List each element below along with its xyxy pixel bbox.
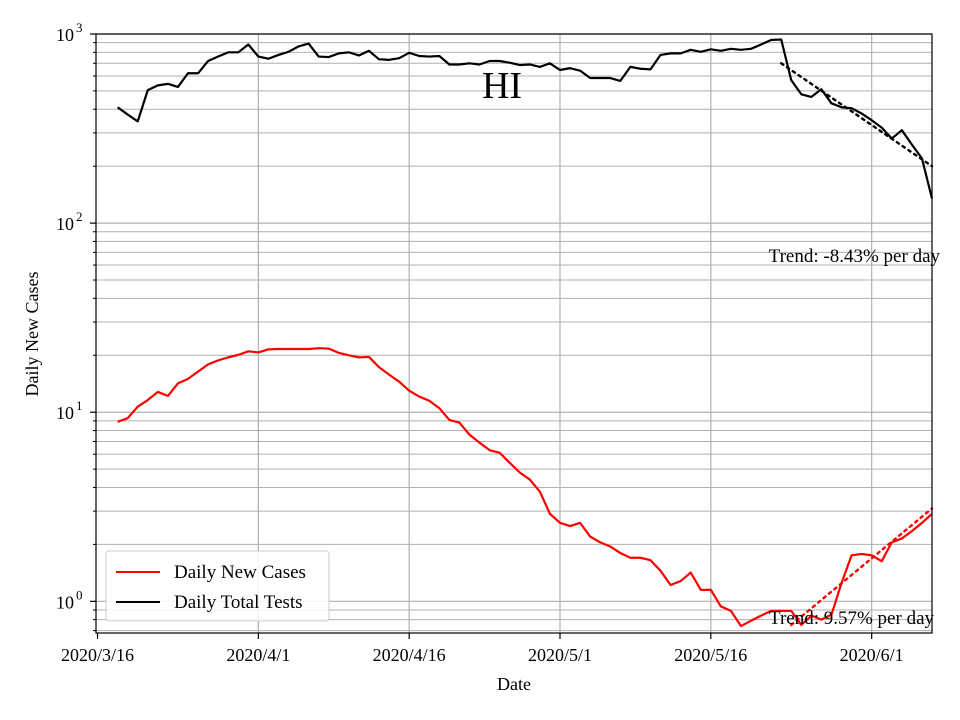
plot-frame [95,33,933,634]
legend-label-cases: Daily New Cases [174,562,306,583]
annotation-cases-trend: Trend: 9.57% per day [769,608,934,629]
x-tick-label: 2020/4/1 [226,645,290,665]
x-axis-label: Date [497,674,531,694]
y-tick-exponent: 0 [76,587,83,602]
x-tick-label: 2020/4/16 [373,645,446,665]
trend-line-tests [779,62,934,168]
legend: Daily New Cases Daily Total Tests [105,550,330,622]
y-axis-label: Daily New Cases [22,272,42,397]
x-tick-label: 2020/5/16 [674,645,747,665]
legend-box [105,550,330,622]
y-tick-label: 10 [56,25,74,45]
series-line-daily-new-cases [117,347,933,628]
y-tick-label: 10 [56,592,74,612]
legend-label-tests: Daily Total Tests [174,592,303,613]
y-tick-exponent: 3 [76,20,83,35]
y-tick-label: 10 [56,214,74,234]
chart-title: HI [482,65,522,107]
series-layer [116,38,934,628]
y-tick-exponent: 2 [76,209,83,224]
annotation-tests-trend: Trend: -8.43% per day [769,246,941,267]
series-line-daily-total-tests [116,38,934,199]
x-tick-label: 2020/6/1 [840,645,904,665]
y-tick-exponent: 1 [76,398,83,413]
y-tick-label: 10 [56,403,74,423]
x-tick-label: 2020/3/16 [61,645,134,665]
grid [96,33,932,633]
trend-line-cases [790,507,934,627]
trend-layer [779,62,934,627]
x-tick-label: 2020/5/1 [528,645,592,665]
